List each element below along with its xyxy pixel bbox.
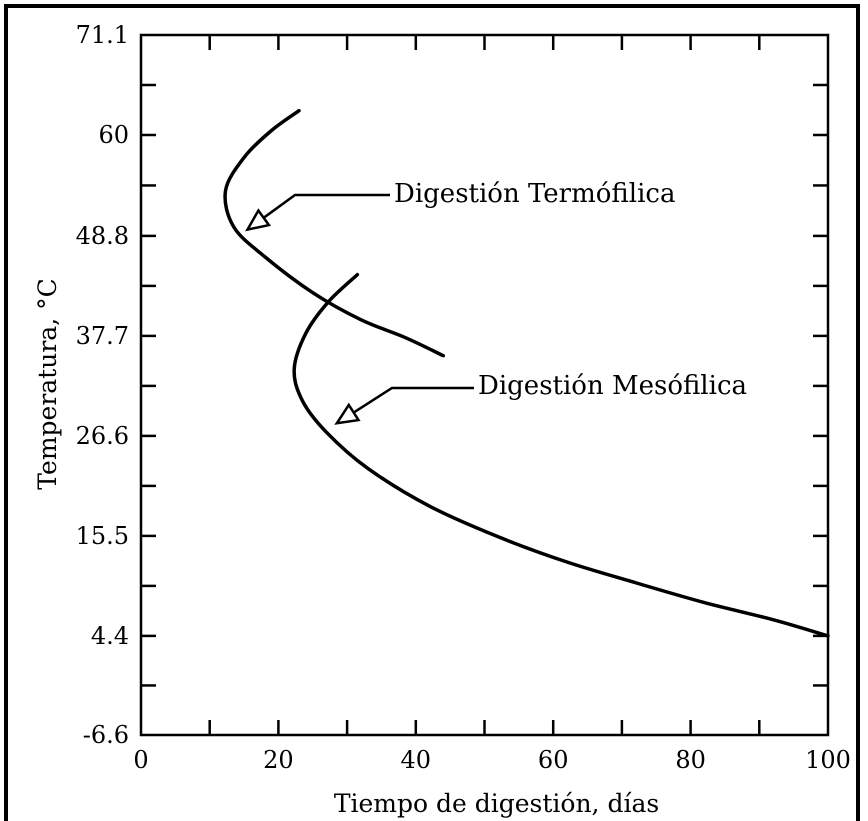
y-tick-label: 37.7	[76, 322, 129, 350]
y-tick-label: 48.8	[76, 222, 129, 250]
figure-frame	[4, 4, 860, 821]
annotation-arrowhead	[334, 402, 361, 425]
x-tick-label: 40	[401, 746, 432, 774]
axis-ticks: 0 20 40 60 80 100 -6.6 4.4 15.5 26.6 37.7 48.8 60 71.…	[76, 21, 851, 774]
x-tick-label: 60	[538, 746, 569, 774]
x-tick-label: 20	[263, 746, 294, 774]
annotation-leader-line	[352, 386, 474, 414]
series-mesofilica-line	[292, 272, 830, 638]
x-tick-label: 0	[133, 746, 148, 774]
y-tick-label: 60	[98, 121, 129, 149]
y-tick-label: 15.5	[76, 522, 129, 550]
series-termofilica-line	[223, 108, 446, 358]
annotation-termofilica: Digestión Termófilica	[394, 179, 675, 209]
x-tick-label: 80	[675, 746, 706, 774]
annotation-mesofilica: Digestión Mesófilica	[478, 371, 747, 401]
y-tick-label: 26.6	[76, 422, 129, 450]
y-tick-label: 4.4	[91, 622, 129, 650]
annotation-arrowhead	[245, 208, 272, 232]
x-axis-label: Tiempo de digestión, días	[334, 789, 659, 818]
series-layer	[223, 108, 830, 638]
axis-labels: Tiempo de digestión, días Temperatura, °…	[33, 278, 659, 818]
y-tick-label: 71.1	[76, 21, 129, 49]
y-tick-label: -6.6	[83, 721, 129, 749]
x-tick-label: 100	[805, 746, 851, 774]
y-axis-label: Temperatura, °C	[33, 278, 62, 489]
annotations: Digestión Termófilica Digestión Mesófili…	[245, 179, 747, 425]
plot-area	[139, 33, 830, 737]
annotation-leader-line	[262, 193, 390, 219]
